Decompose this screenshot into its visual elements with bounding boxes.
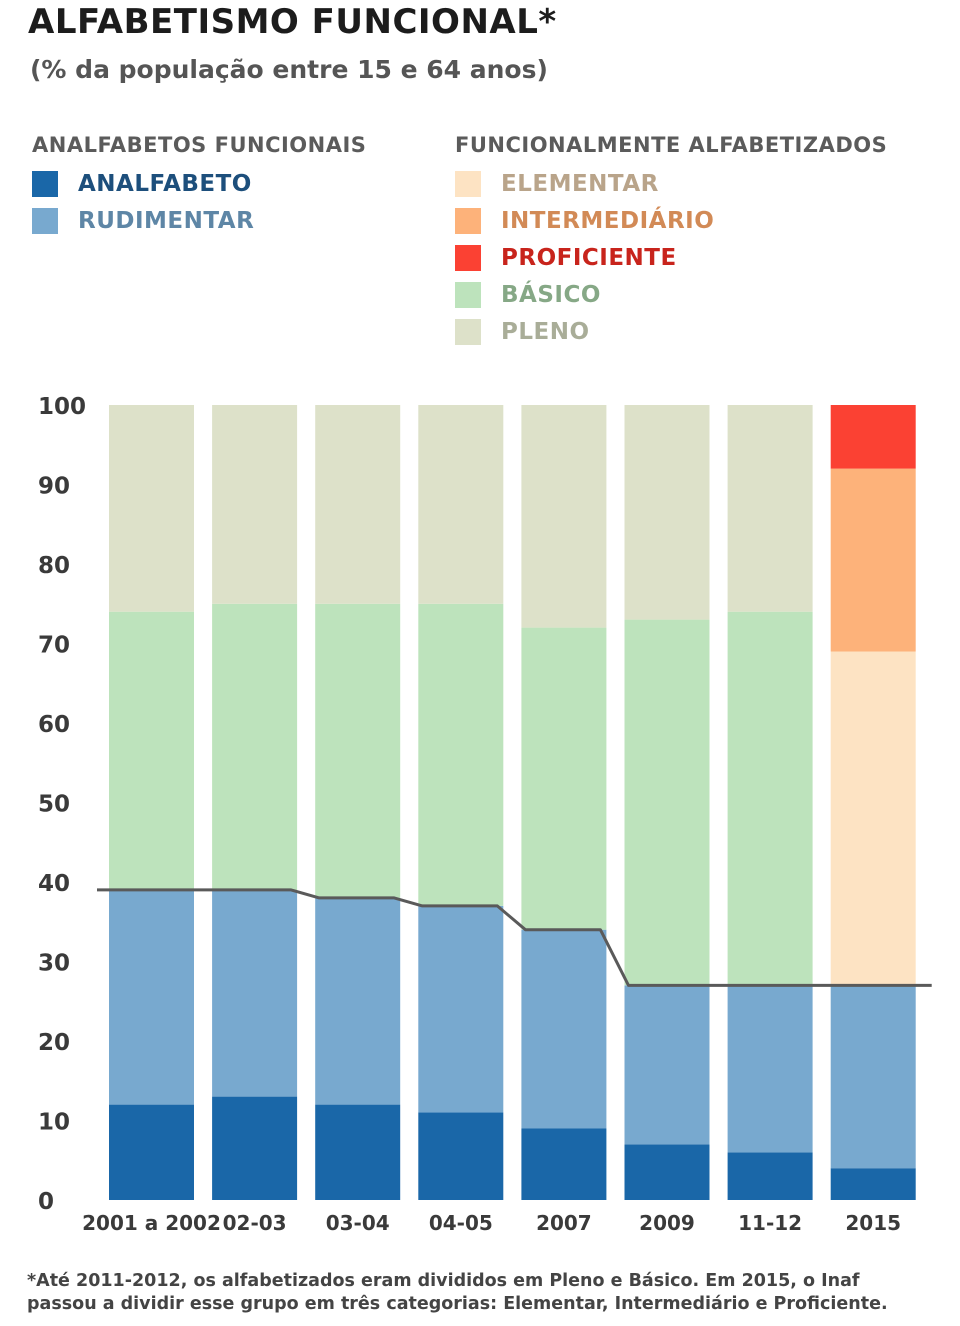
chart-subtitle: (% da população entre 15 e 64 anos) xyxy=(30,55,548,84)
bar-segment xyxy=(624,985,710,1145)
y-tick-label: 100 xyxy=(38,394,86,420)
stacked-bar-chart: 0 10 20 30 40 50 60 70 80 90 100 2001 a 2002 02-03 03… xyxy=(38,394,932,1235)
y-tick-label: 0 xyxy=(38,1189,54,1215)
bar-segment xyxy=(315,405,401,604)
bar-segment xyxy=(727,405,813,612)
bar-segment xyxy=(624,1144,710,1200)
legend-item-intermediario: INTERMEDIÁRIO xyxy=(455,202,887,239)
bar-segment xyxy=(727,1152,813,1200)
legend-label: RUDIMENTAR xyxy=(78,207,255,234)
legend-swatch xyxy=(455,318,481,345)
y-tick-label: 50 xyxy=(38,792,70,818)
x-tick-label: 04-05 xyxy=(429,1211,493,1235)
y-tick-label: 60 xyxy=(38,712,70,738)
threshold-line xyxy=(97,888,932,987)
bar-segment xyxy=(521,1128,607,1200)
legend-group-alfabetizados: FUNCIONALMENTE ALFABETIZADOS ELEMENTAR I… xyxy=(455,133,887,350)
bar-segment xyxy=(109,1104,194,1200)
bar-segment xyxy=(212,405,298,604)
bar-segment xyxy=(521,627,607,930)
y-tick-label: 80 xyxy=(38,553,70,579)
legend-label: ELEMENTAR xyxy=(501,170,659,197)
x-tick-label: 11-12 xyxy=(738,1211,802,1235)
bar-segment xyxy=(624,619,710,986)
legend-label: BÁSICO xyxy=(501,281,601,308)
legend-swatch xyxy=(455,207,481,234)
x-tick-label: 2001 a 2002 xyxy=(82,1211,221,1235)
x-tick-label: 2015 xyxy=(845,1211,901,1235)
bar-segment xyxy=(830,985,916,1169)
bar-segment xyxy=(418,603,504,906)
bar-segment xyxy=(109,889,194,1105)
x-tick-label: 02-03 xyxy=(223,1211,287,1235)
y-tick-label: 90 xyxy=(38,474,70,500)
bar-segment xyxy=(212,889,298,1097)
legend-swatch xyxy=(455,244,481,271)
footnote: *Até 2011-2012, os alfabetizados eram di… xyxy=(27,1270,947,1316)
legend-swatch xyxy=(32,170,58,197)
bar-segment xyxy=(624,405,710,620)
x-tick-label: 03-04 xyxy=(326,1211,390,1235)
bar-segment xyxy=(212,603,298,890)
y-tick-label: 30 xyxy=(38,951,70,977)
bar-segment xyxy=(315,897,401,1105)
legend-item-elementar: ELEMENTAR xyxy=(455,165,887,202)
legend-group-analfabetos: ANALFABETOS FUNCIONAIS ANALFABETO RUDIME… xyxy=(32,133,366,239)
footnote-line: passou a dividir esse grupo em três cate… xyxy=(27,1294,888,1314)
bar-segment xyxy=(418,1112,504,1200)
legend-item-analfabeto: ANALFABETO xyxy=(32,165,366,202)
bar-segment xyxy=(315,603,401,898)
bar-segment xyxy=(315,1104,401,1200)
legend-item-proficiente: PROFICIENTE xyxy=(455,239,887,276)
y-tick-label: 40 xyxy=(38,871,70,897)
chart-title: ALFABETISMO FUNCIONAL* xyxy=(28,2,557,42)
bar-segment xyxy=(418,905,504,1113)
legend-swatch xyxy=(455,281,481,308)
legend-swatch xyxy=(455,170,481,197)
bar-segment xyxy=(830,468,916,652)
bar-segment xyxy=(109,611,194,890)
bar-segment xyxy=(727,611,813,986)
y-tick-label: 20 xyxy=(38,1030,70,1056)
bar-segment xyxy=(830,405,916,469)
legend-heading: FUNCIONALMENTE ALFABETIZADOS xyxy=(455,133,888,157)
x-tick-label: 2007 xyxy=(536,1211,592,1235)
legend-item-pleno: PLENO xyxy=(455,313,887,350)
y-tick-label: 70 xyxy=(38,633,70,659)
bar-segment xyxy=(521,405,607,628)
y-tick-label: 10 xyxy=(38,1110,70,1136)
x-tick-label: 2009 xyxy=(639,1211,695,1235)
legend-label: PLENO xyxy=(501,318,590,345)
bar-segment xyxy=(727,985,813,1153)
bar-segment xyxy=(830,1168,916,1200)
legend-item-basico: BÁSICO xyxy=(455,276,887,313)
legend-item-rudimentar: RUDIMENTAR xyxy=(32,202,366,239)
footnote-line: *Até 2011-2012, os alfabetizados eram di… xyxy=(27,1271,860,1291)
bar-segment xyxy=(521,929,607,1129)
legend-swatch xyxy=(32,207,58,234)
bar-segment xyxy=(830,651,916,986)
bar-segment xyxy=(418,405,504,604)
legend-heading: ANALFABETOS FUNCIONAIS xyxy=(32,133,367,157)
legend-label: INTERMEDIÁRIO xyxy=(501,207,715,234)
bar-segment xyxy=(212,1096,298,1200)
bar-segment xyxy=(109,405,194,612)
legend-label: ANALFABETO xyxy=(78,170,252,197)
legend-label: PROFICIENTE xyxy=(501,244,677,271)
